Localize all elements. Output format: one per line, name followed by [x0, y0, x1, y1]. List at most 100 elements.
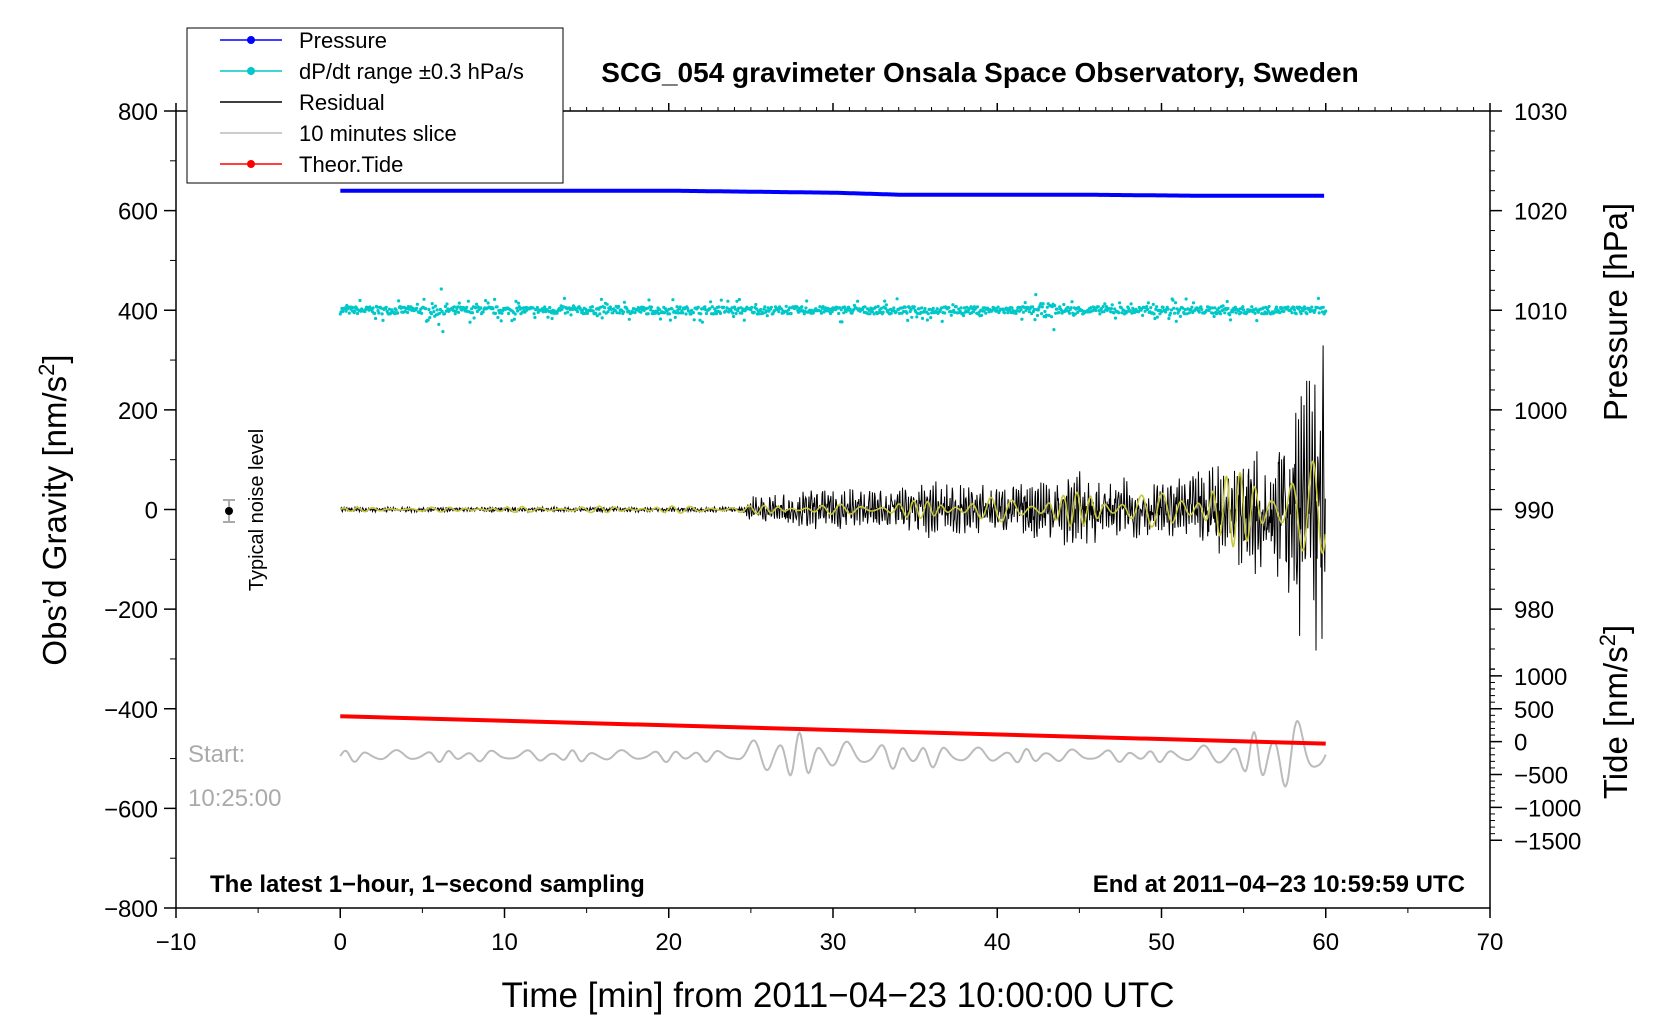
dpdt-point	[773, 308, 777, 313]
dpdt-point	[424, 307, 428, 311]
dpdt-point	[591, 309, 595, 313]
dpdt-point	[1190, 305, 1194, 309]
dpdt-point	[633, 311, 637, 315]
dpdt-point	[1174, 319, 1178, 323]
dpdt-point	[379, 306, 383, 310]
dpdt-point	[931, 306, 935, 310]
dpdt-point	[380, 312, 384, 316]
dpdt-point	[465, 305, 469, 309]
dpdt-point	[929, 316, 933, 320]
dpdt-point	[764, 309, 769, 313]
dpdt-point	[441, 330, 445, 334]
dpdt-point	[1033, 318, 1037, 322]
dpdt-point	[818, 305, 822, 309]
dpdt-point	[712, 312, 716, 316]
series-theor-tide	[340, 714, 1326, 746]
dpdt-point	[1159, 310, 1164, 314]
dpdt-point	[1145, 305, 1149, 309]
dpdt-point	[951, 303, 955, 307]
dpdt-point	[1261, 306, 1265, 310]
tide-tick-label: −500	[1514, 763, 1568, 790]
dpdt-point	[562, 305, 566, 309]
dpdt-point	[358, 298, 362, 303]
dpdt-point	[468, 320, 472, 324]
y-tick-label: 600	[118, 199, 158, 226]
legend-swatch-marker	[247, 160, 255, 168]
dpdt-point	[470, 311, 475, 315]
series-pressure	[340, 188, 1325, 198]
dpdt-point	[732, 314, 736, 319]
dpdt-point	[432, 310, 436, 314]
dpdt-point	[512, 317, 517, 321]
dpdt-point	[754, 302, 758, 307]
dpdt-point	[837, 311, 841, 316]
legend-label: Residual	[299, 90, 385, 115]
x-axis-ticks: −10 0 10 20 30 40 50 60 70	[156, 103, 1503, 956]
dpdt-point	[1292, 305, 1296, 309]
dpdt-point	[566, 310, 570, 314]
dpdt-point	[576, 310, 580, 314]
dpdt-point	[479, 306, 483, 310]
y-axis-label-tide: Tide [nm/s2]	[1595, 625, 1634, 799]
y-label-tide-sup: 2	[1595, 634, 1620, 646]
tide-tick-label: −1500	[1514, 828, 1581, 855]
dpdt-point	[1118, 301, 1122, 305]
dpdt-point	[1052, 328, 1056, 332]
dpdt-point	[1149, 306, 1153, 310]
dpdt-point	[839, 308, 843, 312]
dpdt-point	[709, 300, 713, 304]
dpdt-point	[1109, 310, 1113, 314]
dpdt-point	[1256, 310, 1260, 314]
dpdt-point	[795, 305, 799, 309]
x-tick-label: 40	[984, 929, 1011, 956]
dpdt-point	[856, 299, 860, 303]
dpdt-point	[980, 313, 984, 317]
dpdt-point	[433, 304, 438, 308]
dpdt-point	[1228, 318, 1233, 322]
dpdt-point	[548, 305, 552, 310]
y-tick-label: 200	[118, 398, 158, 425]
dpdt-point	[535, 305, 540, 310]
dpdt-point	[1223, 311, 1227, 315]
pressure-tick-label: 1020	[1514, 199, 1567, 226]
x-tick-label: 10	[491, 929, 518, 956]
dpdt-point	[1245, 311, 1249, 315]
bottom-left-note: The latest 1−hour, 1−second sampling	[210, 871, 645, 898]
dpdt-point	[740, 311, 744, 315]
dpdt-point	[939, 306, 944, 310]
dpdt-point	[965, 305, 969, 309]
dpdt-point	[1167, 316, 1171, 321]
dpdt-point	[1273, 310, 1277, 314]
dpdt-point	[884, 306, 888, 310]
dpdt-point	[958, 309, 962, 313]
dpdt-point	[920, 306, 924, 310]
dpdt-point	[737, 297, 742, 302]
legend: Pressure dP/dt range ±0.3 hPa/s Residual 10…	[186, 27, 564, 184]
x-tick-label: −10	[156, 929, 197, 956]
dpdt-point	[1299, 312, 1303, 316]
dpdt-point	[457, 301, 461, 305]
y-label-gravity-sup: 2	[34, 364, 59, 376]
dpdt-point	[1294, 312, 1298, 316]
dpdt-point	[1040, 312, 1044, 316]
dpdt-point	[1039, 302, 1043, 306]
y-label-gravity-close: ]	[36, 354, 73, 363]
dpdt-point	[1178, 308, 1182, 312]
dpdt-point	[819, 311, 824, 315]
dpdt-point	[1152, 312, 1156, 316]
dpdt-point	[484, 299, 488, 303]
dpdt-point	[343, 306, 347, 310]
dpdt-point	[923, 307, 927, 311]
dpdt-point	[533, 315, 537, 320]
tide-tick-label: 500	[1514, 697, 1554, 724]
dpdt-point	[1141, 313, 1145, 317]
dpdt-point	[617, 304, 621, 309]
dpdt-point	[881, 310, 885, 314]
dpdt-point	[532, 312, 536, 316]
dpdt-point	[422, 297, 426, 301]
dpdt-point	[722, 305, 726, 309]
dpdt-point	[580, 309, 585, 313]
dpdt-point	[1032, 307, 1036, 311]
dpdt-point	[466, 299, 470, 303]
dpdt-point	[1173, 311, 1177, 315]
